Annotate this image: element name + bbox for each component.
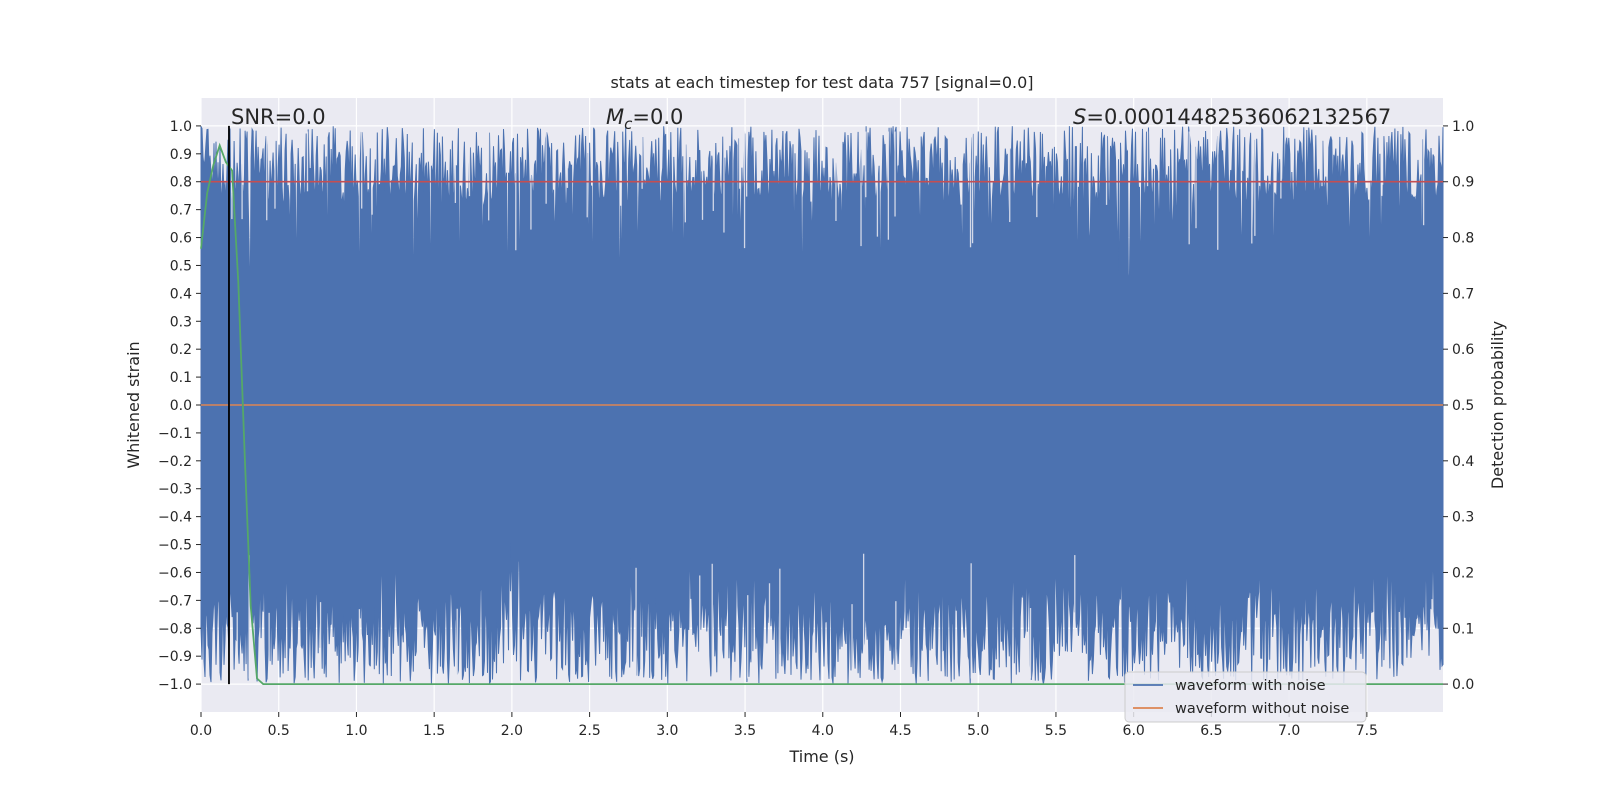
right-y-tick-label: 0.9 bbox=[1452, 175, 1474, 191]
right-y-tick-label: 0.7 bbox=[1452, 286, 1474, 302]
snr-annotation: SNR=0.0 bbox=[231, 105, 326, 129]
right-y-tick-label: 0.4 bbox=[1452, 454, 1474, 470]
left-y-tick-label: 0.8 bbox=[170, 175, 192, 191]
legend-label-clean: waveform without noise bbox=[1175, 701, 1349, 717]
x-tick-label: 6.5 bbox=[1200, 723, 1222, 739]
left-y-tick-label: 0.0 bbox=[170, 398, 192, 414]
mc-value: =0.0 bbox=[632, 105, 683, 129]
left-y-axis-title: Whitened strain bbox=[124, 341, 143, 468]
x-tick-label: 4.0 bbox=[812, 723, 834, 739]
left-y-tick-label: 0.1 bbox=[170, 370, 192, 386]
x-tick-label: 7.0 bbox=[1278, 723, 1300, 739]
detection-probability-line bbox=[200, 142, 1443, 685]
right-y-tick-label: 0.5 bbox=[1452, 398, 1474, 414]
left-y-tick-label: −0.3 bbox=[158, 482, 192, 498]
left-y-tick-label: 0.6 bbox=[170, 231, 192, 247]
right-y-tick-label: 0.6 bbox=[1452, 342, 1474, 358]
left-y-tick-label: −0.7 bbox=[158, 593, 192, 609]
series-lines-layer bbox=[200, 125, 1443, 685]
s-value: =0.00014482536062132567 bbox=[1086, 105, 1391, 129]
x-tick-label: 5.0 bbox=[967, 723, 989, 739]
x-tick-label: 0.5 bbox=[268, 723, 290, 739]
x-tick-label: 2.0 bbox=[501, 723, 523, 739]
x-tick-label: 1.5 bbox=[423, 723, 445, 739]
left-y-tick-label: −0.2 bbox=[158, 454, 192, 470]
x-tick-label: 7.5 bbox=[1356, 723, 1378, 739]
left-y-tick-label: 0.3 bbox=[170, 314, 192, 330]
left-y-tick-label: 0.2 bbox=[170, 342, 192, 358]
right-y-tick-label: 0.1 bbox=[1452, 621, 1474, 637]
left-y-tick-label: 0.7 bbox=[170, 203, 192, 219]
left-y-tick-label: 0.4 bbox=[170, 286, 192, 302]
x-tick-label: 4.5 bbox=[889, 723, 911, 739]
legend-label-noise: waveform with noise bbox=[1175, 678, 1326, 694]
right-y-tick-label: 1.0 bbox=[1452, 119, 1474, 135]
left-y-tick-label: −1.0 bbox=[158, 677, 192, 693]
left-y-tick-label: 0.5 bbox=[170, 258, 192, 274]
axes-layer: 0.0 0.5 1.0 1.5 2.0 2.5 3.0 3.5 4.0 4.5 5.0 5.5 6.0 6… bbox=[158, 119, 1474, 739]
left-y-tick-label: −0.5 bbox=[158, 538, 192, 554]
right-y-tick-label: 0.2 bbox=[1452, 565, 1474, 581]
left-y-tick-label: −0.8 bbox=[158, 621, 192, 637]
right-y-axis-title: Detection probability bbox=[1488, 321, 1507, 489]
mc-subscript: c bbox=[624, 115, 633, 133]
left-y-tick-label: −0.9 bbox=[158, 649, 192, 665]
x-tick-label: 3.5 bbox=[734, 723, 756, 739]
right-y-tick-label: 0.0 bbox=[1452, 677, 1474, 693]
left-y-tick-label: 1.0 bbox=[170, 119, 192, 135]
x-tick-label: 1.0 bbox=[345, 723, 367, 739]
left-y-tick-label: −0.6 bbox=[158, 565, 192, 581]
left-y-tick-label: −0.4 bbox=[158, 510, 192, 526]
chirp-mass-annotation: Mc=0.0 bbox=[606, 105, 683, 133]
legend-box bbox=[1124, 671, 1367, 723]
left-y-tick-label: 0.9 bbox=[170, 147, 192, 163]
snr-score-annotation: S=0.00014482536062132567 bbox=[1073, 105, 1391, 129]
x-axis-title: Time (s) bbox=[788, 747, 854, 766]
x-tick-label: 3.0 bbox=[656, 723, 678, 739]
right-y-tick-label: 0.3 bbox=[1452, 510, 1474, 526]
right-y-tick-label: 0.8 bbox=[1452, 231, 1474, 247]
x-tick-label: 0.0 bbox=[190, 723, 212, 739]
left-y-tick-label: −0.1 bbox=[158, 426, 192, 442]
x-tick-label: 5.5 bbox=[1045, 723, 1067, 739]
s-symbol: S bbox=[1073, 105, 1086, 129]
x-tick-label: 6.0 bbox=[1123, 723, 1145, 739]
chart-title: stats at each timestep for test data 757… bbox=[610, 73, 1033, 92]
legend: waveform with noise waveform without noi… bbox=[1124, 671, 1367, 723]
mc-symbol: M bbox=[606, 105, 624, 129]
x-tick-label: 2.5 bbox=[578, 723, 600, 739]
